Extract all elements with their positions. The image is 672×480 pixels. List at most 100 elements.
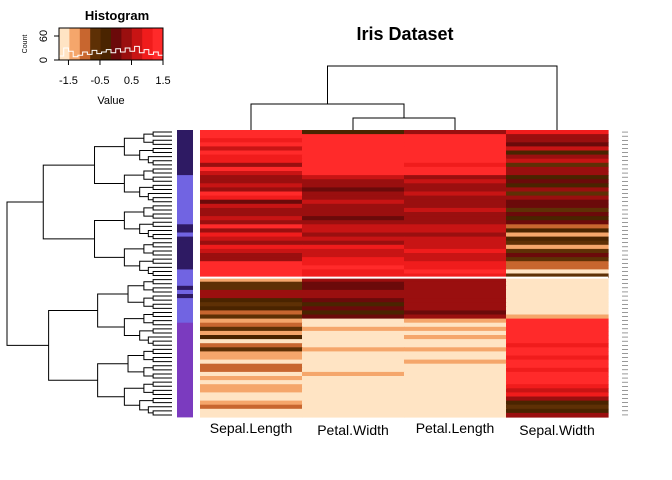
heatmap-cell <box>506 134 609 139</box>
heatmap-cell <box>506 207 609 213</box>
heatmap-cell <box>302 339 405 344</box>
row-label-ticks <box>622 131 628 416</box>
heatmap-cell <box>200 199 303 205</box>
heatmap-cell <box>404 285 507 291</box>
row-side-color <box>177 285 193 291</box>
heatmap-cell <box>404 281 507 287</box>
heatmap-cell <box>404 330 507 336</box>
dendrogram-branch <box>143 367 154 377</box>
heatmap-cell <box>404 363 507 369</box>
dendrogram-branch <box>147 266 172 274</box>
heatmap-cell <box>404 400 507 406</box>
heatmap-cell <box>404 212 507 217</box>
heatmap-cell <box>200 220 303 225</box>
dendrogram-branch <box>123 174 144 193</box>
heatmap-cell <box>302 224 405 229</box>
heatmap-cell <box>302 371 405 377</box>
color-key-swatch <box>69 28 81 60</box>
dendrogram-branch <box>152 197 172 203</box>
heatmap-cell <box>200 171 303 176</box>
color-key-swatch <box>100 28 112 60</box>
heatmap-cell <box>404 240 507 246</box>
heatmap-cell <box>404 408 507 414</box>
column-label: Sepal.Width <box>519 422 594 438</box>
heatmap-cell <box>200 376 303 381</box>
dendrogram-branch <box>143 170 154 180</box>
heatmap-cell <box>302 150 405 156</box>
row-side-colors <box>177 130 193 418</box>
column-label: Petal.Length <box>416 420 495 436</box>
dendrogram-branch <box>152 258 172 264</box>
heatmap-cell <box>200 191 303 197</box>
heatmap-cell <box>404 396 507 402</box>
dendrogram-branch <box>152 176 172 182</box>
heatmap-cell <box>404 376 507 381</box>
dendrogram-branch <box>143 133 154 143</box>
heatmap-cell <box>200 371 303 377</box>
heatmap-cell <box>200 298 303 303</box>
dendrogram-branch <box>152 205 172 211</box>
heatmap-cell <box>302 404 405 410</box>
dendrogram-branch <box>152 381 172 387</box>
dendrogram-branch <box>152 365 172 371</box>
heatmap-cell <box>506 285 609 291</box>
heatmap-cell <box>404 355 507 361</box>
color-key-swatch <box>121 28 133 60</box>
heatmap-cell <box>404 339 507 344</box>
heatmap-cell <box>200 306 303 311</box>
color-key-x-tick-label: 1.5 <box>155 75 170 87</box>
dendrogram-branch <box>250 103 405 130</box>
heatmap-cell <box>200 310 303 316</box>
heatmap-cell <box>404 310 507 316</box>
heatmap-cell <box>200 277 303 283</box>
heatmap-cell <box>404 158 507 164</box>
heatmap-cell <box>302 216 405 221</box>
heatmap-cell <box>506 166 609 172</box>
color-key-xlabel: Value <box>97 95 124 107</box>
row-side-color <box>177 175 193 225</box>
heatmap-cell <box>302 220 405 225</box>
heatmap-cell <box>404 220 507 225</box>
heatmap-cell <box>302 257 405 262</box>
dendrogram-branch <box>139 150 154 161</box>
dendrogram-branch <box>152 184 172 190</box>
heatmap-cell <box>200 412 303 418</box>
heatmap-cell <box>506 175 609 180</box>
row-side-color <box>177 240 193 270</box>
heatmap-cell <box>302 359 405 365</box>
heatmap-cell <box>506 408 609 414</box>
heatmap-cell <box>200 335 303 340</box>
heatmap-cell <box>506 302 609 307</box>
heatmap-cell <box>302 335 405 340</box>
heatmap-cell <box>200 367 303 373</box>
dendrogram-branch <box>143 350 154 361</box>
heatmap-cell <box>506 343 609 348</box>
heatmap-cell <box>404 314 507 320</box>
heatmap-cell <box>302 203 405 209</box>
column-label: Petal.Width <box>317 422 389 438</box>
heatmap-cell <box>302 294 405 299</box>
heatmap-cell <box>404 359 507 365</box>
heatmap-cell <box>506 138 609 143</box>
heatmap-cell <box>506 289 609 295</box>
dendrogram-branch <box>127 355 144 373</box>
dendrogram-branch <box>152 373 172 379</box>
heatmap-cell <box>302 285 405 291</box>
color-key-y-tick-label: 0 <box>38 57 50 63</box>
dendrogram-branch <box>123 248 144 267</box>
color-key-histogram <box>59 45 163 58</box>
heatmap-cell <box>506 355 609 361</box>
heatmap-cell <box>506 248 609 254</box>
color-key-swatch <box>142 28 154 60</box>
heatmap-cell <box>302 347 405 352</box>
heatmap-cell <box>404 236 507 242</box>
heatmap-cell <box>506 359 609 365</box>
row-side-color <box>177 322 193 418</box>
heatmap-cell <box>404 371 507 377</box>
heatmap-cell <box>302 138 405 143</box>
heatmap-cell <box>302 367 405 373</box>
heatmap-cell <box>200 240 303 246</box>
heatmap-cell <box>506 314 609 320</box>
heatmap-cell <box>200 408 303 414</box>
heatmap-cell <box>506 384 609 389</box>
